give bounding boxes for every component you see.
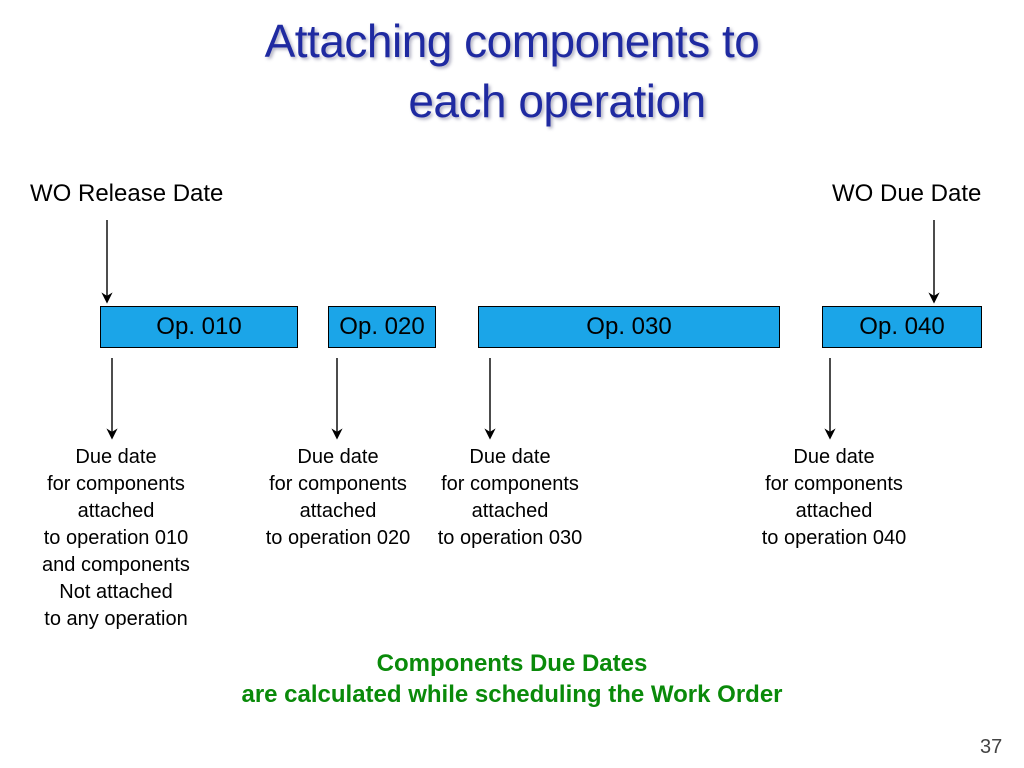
operation-label: Op. 040 xyxy=(859,313,944,341)
operation-box-op030: Op. 030 xyxy=(478,306,780,348)
operation-label: Op. 030 xyxy=(586,313,671,341)
due-date-note-1: Due date for components attached to oper… xyxy=(16,444,216,633)
slide-title: Attaching components to each operation xyxy=(0,14,1024,128)
footer-line-2: are calculated while scheduling the Work… xyxy=(0,679,1024,710)
title-line-1: Attaching components to xyxy=(0,14,1024,68)
operation-label: Op. 010 xyxy=(156,313,241,341)
operation-box-op040: Op. 040 xyxy=(822,306,982,348)
operation-box-op010: Op. 010 xyxy=(100,306,298,348)
operation-box-op020: Op. 020 xyxy=(328,306,436,348)
operation-label: Op. 020 xyxy=(339,313,424,341)
footer-line-1: Components Due Dates xyxy=(0,648,1024,679)
page-number: 37 xyxy=(980,736,1002,759)
wo-release-date-label: WO Release Date xyxy=(30,180,223,208)
footer-note: Components Due Dates are calculated whil… xyxy=(0,648,1024,710)
wo-due-date-label: WO Due Date xyxy=(832,180,981,208)
due-date-note-4: Due date for components attached to oper… xyxy=(734,444,934,552)
due-date-note-2: Due date for components attached to oper… xyxy=(238,444,438,552)
due-date-note-3: Due date for components attached to oper… xyxy=(410,444,610,552)
title-line-2: each operation xyxy=(0,74,1024,128)
